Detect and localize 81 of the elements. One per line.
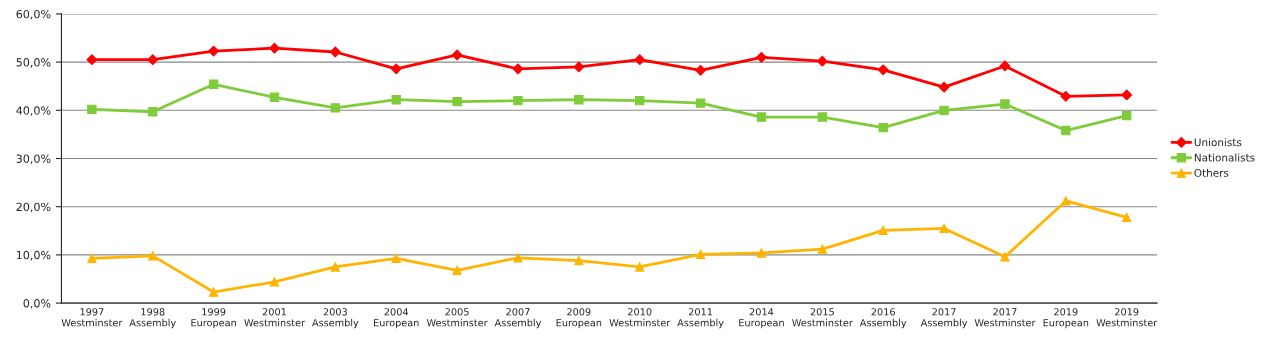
point [87,253,97,263]
y-tick-label: 40,0% [16,106,51,116]
x-tick-label: 2015 Westminster [792,308,853,327]
point [513,253,523,263]
x-tick-label: 2009 European [556,308,602,329]
point [1000,252,1010,262]
legend-label: Others [1194,168,1229,177]
point [148,107,158,117]
point [695,98,706,108]
point [1060,90,1072,102]
x-tick-label: 1997 Westminster [61,308,123,327]
point [1061,196,1071,206]
point [87,104,97,115]
point [756,112,767,122]
point [999,60,1011,72]
point [635,95,645,106]
point [1121,89,1133,101]
point [877,64,889,76]
point [816,55,828,67]
x-tick-label: 2005 Westminster [426,308,488,327]
x-tick-label: 2010 Westminster [609,308,671,327]
point [330,103,341,113]
point [391,253,401,263]
point [147,54,159,66]
point [878,225,888,235]
point [452,265,462,276]
point [208,79,219,89]
point [148,251,158,261]
point [1000,99,1010,109]
point [512,63,524,75]
x-tick-label: 1999 European [191,308,236,329]
x-tick-label: 1998 Assembly [129,308,176,329]
point [86,54,98,66]
legend-label: Unionists [1194,138,1242,147]
point [269,42,280,54]
point [939,105,949,115]
point [695,64,707,76]
x-tick-label: 2007 Assembly [494,308,542,329]
point [573,61,585,73]
point [269,92,280,102]
point [329,46,341,58]
y-tick-label: 20,0% [16,202,51,213]
point [574,95,584,105]
point [695,249,706,260]
point [634,54,646,66]
x-tick-label: 2011 Assembly [677,308,724,329]
x-tick-label: 2014 European [739,308,784,329]
x-tick-label: 2004 European [374,308,419,329]
point [756,248,767,258]
point [452,96,462,107]
y-tick-label: 10,0% [16,250,51,261]
point [513,95,523,106]
y-tick-label: 0,0% [23,299,51,309]
point [269,277,280,287]
x-tick-label: 2017 Westminster [974,308,1036,327]
point [878,122,888,133]
point [1122,212,1132,222]
point [208,287,219,297]
point [1061,125,1071,136]
point [451,49,463,61]
point [635,262,645,272]
x-tick-label: 2019 Westminster [1096,308,1158,327]
point [756,51,767,63]
point [574,255,584,266]
x-tick-label: 2019 European [1043,308,1089,329]
y-tick-label: 30,0% [16,154,51,165]
point [817,244,828,254]
point [817,112,828,122]
x-tick-label: 2017 Assembly [920,308,968,329]
legend-label: Nationalists [1194,153,1255,162]
x-tick-label: 2001 Westminster [244,308,306,327]
x-tick-label: 2003 Assembly [312,308,359,329]
point [391,95,401,105]
y-tick-label: 60,0% [16,9,51,20]
point [1122,110,1132,121]
x-tick-label: 2016 Assembly [859,308,907,329]
y-tick-label: 50,0% [16,58,51,68]
point [330,262,341,272]
point [938,81,950,93]
point [390,63,402,75]
point [939,223,949,234]
